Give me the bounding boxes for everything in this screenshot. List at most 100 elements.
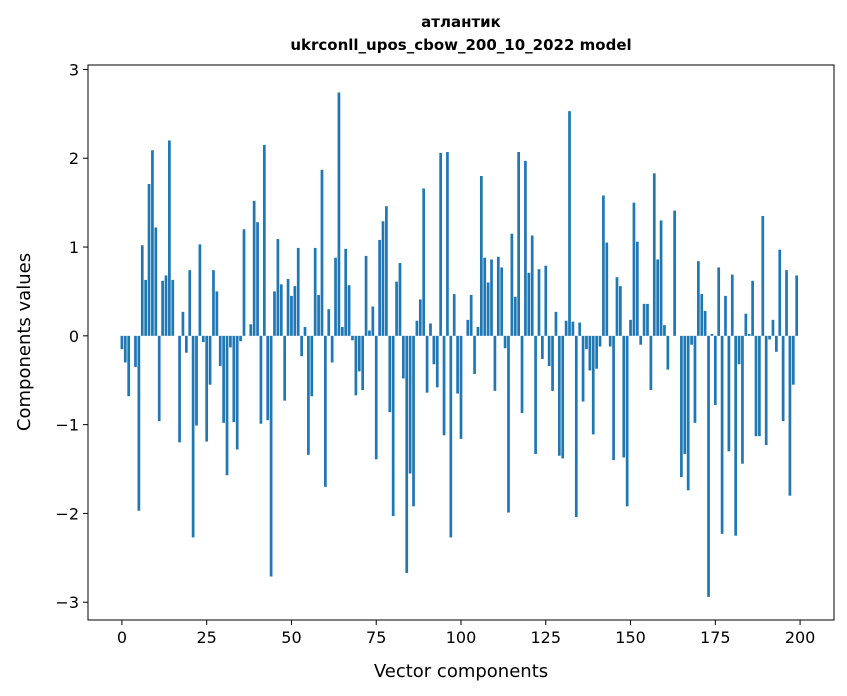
bar-139 <box>591 335 595 435</box>
bar-145 <box>612 335 615 461</box>
bar-152 <box>635 241 639 336</box>
y-tick-label: 0 <box>69 327 79 346</box>
x-tick-label: 50 <box>281 628 301 647</box>
bar-76 <box>378 239 381 336</box>
bar-107 <box>483 257 487 336</box>
bar-57 <box>313 247 317 336</box>
bar-94 <box>439 152 443 336</box>
bar-92 <box>432 335 436 365</box>
bar-133 <box>571 321 575 336</box>
bar-48 <box>283 335 287 401</box>
bar-174 <box>710 334 714 336</box>
bar-102 <box>466 319 470 336</box>
bar-15 <box>171 279 175 336</box>
bar-38 <box>249 324 253 336</box>
bar-160 <box>663 325 666 336</box>
bar-61 <box>327 309 331 336</box>
bar-88 <box>418 299 422 336</box>
bar-70 <box>357 335 361 372</box>
bar-153 <box>639 335 643 345</box>
bar-93 <box>435 335 439 388</box>
bar-84 <box>405 335 409 573</box>
bar-172 <box>703 310 707 336</box>
bar-13 <box>164 275 168 336</box>
bar-28 <box>215 291 219 336</box>
bar-55 <box>307 335 310 455</box>
bar-168 <box>690 335 693 345</box>
bar-86 <box>412 335 415 507</box>
bar-58 <box>317 294 320 336</box>
bar-27 <box>212 270 215 336</box>
bar-90 <box>425 335 429 393</box>
bar-183 <box>741 335 744 464</box>
bar-2 <box>127 335 131 397</box>
bar-26 <box>208 335 212 385</box>
bar-23 <box>198 244 202 336</box>
bar-69 <box>354 335 358 396</box>
bar-74 <box>371 306 375 336</box>
bar-142 <box>602 195 605 336</box>
bar-85 <box>408 335 412 474</box>
bar-157 <box>652 173 656 336</box>
bar-71 <box>361 335 365 391</box>
x-tick-label: 100 <box>446 628 477 647</box>
bar-82 <box>398 263 402 336</box>
bar-176 <box>717 267 721 336</box>
x-tick-label: 0 <box>117 628 127 647</box>
y-tick-label: 1 <box>69 238 79 257</box>
bar-18 <box>181 311 185 336</box>
bar-187 <box>754 335 758 437</box>
bar-178 <box>724 295 727 336</box>
x-tick-label: 175 <box>700 628 731 647</box>
bar-127 <box>551 335 554 391</box>
bar-67 <box>347 285 351 336</box>
bar-181 <box>734 335 738 536</box>
bar-59 <box>320 169 324 336</box>
bar-147 <box>619 286 622 336</box>
bar-191 <box>768 335 771 340</box>
bar-184 <box>744 313 748 336</box>
bar-51 <box>293 286 297 336</box>
bar-81 <box>395 281 398 336</box>
bar-166 <box>683 335 687 454</box>
bar-1 <box>123 335 127 363</box>
bar-72 <box>364 255 368 336</box>
bar-89 <box>422 188 426 336</box>
chart-title-line-2: ukrconll_upos_cbow_200_10_2022 model <box>290 36 632 54</box>
bar-188 <box>758 335 761 437</box>
bar-195 <box>781 335 785 422</box>
bar-105 <box>476 326 480 336</box>
bar-35 <box>239 335 242 342</box>
bar-161 <box>666 335 670 370</box>
bar-99 <box>456 335 459 394</box>
bar-117 <box>517 152 520 336</box>
bar-106 <box>479 176 483 336</box>
x-tick-label: 75 <box>366 628 386 647</box>
bar-141 <box>598 335 602 347</box>
x-tick-label: 150 <box>615 628 646 647</box>
bar-115 <box>510 233 514 336</box>
bar-135 <box>578 322 582 336</box>
bar-114 <box>507 335 510 513</box>
bar-45 <box>273 291 276 336</box>
bar-42 <box>262 144 266 336</box>
bar-73 <box>368 330 371 336</box>
bar-66 <box>344 248 348 336</box>
bar-108 <box>486 282 490 336</box>
bar-47 <box>279 284 283 336</box>
bar-52 <box>296 247 300 336</box>
bar-30 <box>222 335 225 423</box>
bar-196 <box>785 270 788 336</box>
bar-91 <box>429 323 432 336</box>
bar-143 <box>605 242 609 336</box>
bar-32 <box>229 335 232 348</box>
bar-50 <box>290 295 293 336</box>
y-tick-label: −2 <box>55 504 79 523</box>
bar-138 <box>588 335 592 371</box>
bar-40 <box>256 222 259 336</box>
bar-110 <box>493 335 497 391</box>
bar-17 <box>178 335 181 443</box>
y-tick-label: 3 <box>69 60 79 79</box>
bar-7 <box>144 279 147 336</box>
